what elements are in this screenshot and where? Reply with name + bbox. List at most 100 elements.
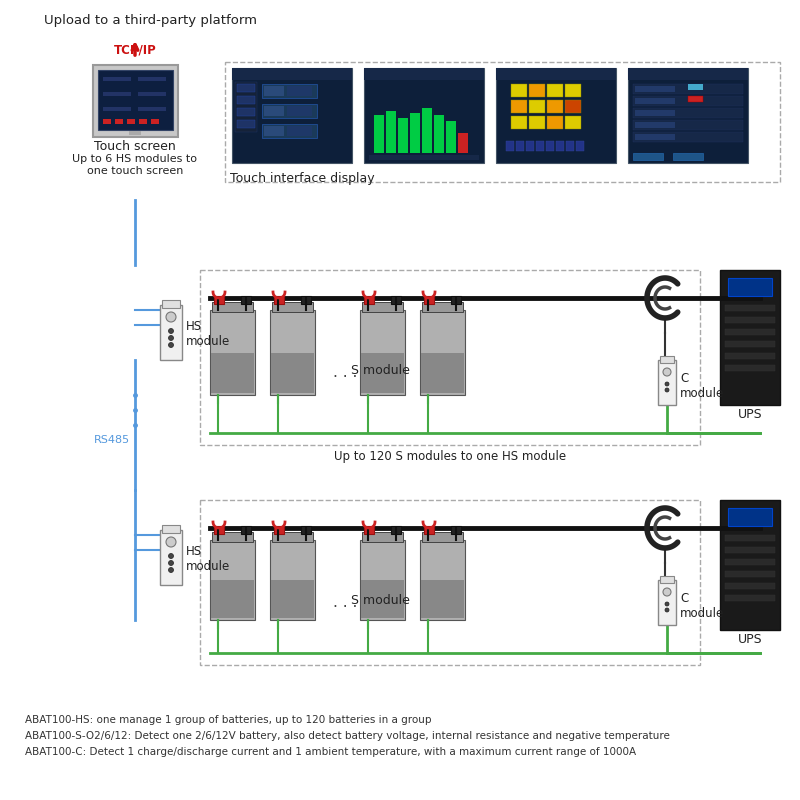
Bar — [633, 84, 743, 94]
Bar — [214, 526, 224, 534]
Bar — [241, 296, 251, 304]
Bar — [633, 132, 743, 142]
Circle shape — [665, 388, 669, 392]
Bar — [576, 141, 584, 151]
Circle shape — [665, 608, 669, 612]
Bar — [424, 296, 434, 304]
Bar — [212, 302, 253, 312]
Bar — [422, 108, 432, 153]
Circle shape — [169, 329, 174, 334]
Bar — [272, 302, 313, 312]
Bar — [725, 595, 775, 601]
Bar — [237, 84, 255, 92]
Bar — [235, 82, 257, 132]
Bar — [211, 353, 254, 394]
Bar — [720, 500, 780, 630]
Text: Up to 120 S modules to one HS module: Up to 120 S modules to one HS module — [334, 450, 566, 463]
Bar — [115, 119, 123, 124]
Bar — [127, 119, 135, 124]
Bar — [139, 119, 147, 124]
Bar — [369, 155, 479, 160]
Text: C
module: C module — [680, 372, 724, 400]
Text: Touch screen: Touch screen — [94, 140, 176, 153]
Text: · · ·: · · · — [333, 601, 357, 615]
Bar — [635, 134, 675, 140]
Bar — [271, 580, 314, 618]
Bar — [270, 540, 315, 620]
Bar — [458, 133, 468, 153]
Text: HS
module: HS module — [186, 545, 230, 573]
Text: ABAT100-HS: one manage 1 group of batteries, up to 120 batteries in a group: ABAT100-HS: one manage 1 group of batter… — [25, 715, 431, 725]
Bar — [262, 84, 317, 98]
Bar — [200, 270, 700, 445]
Bar — [635, 86, 675, 92]
Bar — [720, 270, 780, 405]
Bar — [547, 116, 563, 129]
Bar — [566, 141, 574, 151]
Bar — [529, 100, 545, 113]
Bar — [274, 296, 284, 304]
Bar — [98, 70, 173, 130]
Bar — [516, 141, 524, 151]
Bar — [422, 532, 463, 542]
Text: ABAT100-S-O2/6/12: Detect one 2/6/12V battery, also detect battery voltage, inte: ABAT100-S-O2/6/12: Detect one 2/6/12V ba… — [25, 731, 670, 741]
Circle shape — [169, 561, 174, 566]
Bar — [301, 296, 311, 304]
Bar — [529, 116, 545, 129]
Bar — [360, 540, 405, 620]
Bar — [547, 84, 563, 97]
Text: S module: S module — [350, 363, 410, 377]
Bar — [241, 526, 251, 534]
Bar — [725, 571, 775, 577]
Bar — [556, 141, 564, 151]
Bar — [434, 115, 444, 153]
Bar — [93, 65, 178, 137]
Bar — [673, 153, 703, 160]
Bar — [386, 111, 396, 153]
Bar — [103, 92, 131, 96]
Bar — [725, 535, 775, 541]
Bar — [264, 106, 284, 116]
Bar — [237, 108, 255, 116]
Bar — [725, 365, 775, 371]
Text: Up to 6 HS modules to
one touch screen: Up to 6 HS modules to one touch screen — [73, 154, 198, 176]
Bar — [660, 576, 674, 583]
Bar — [658, 360, 676, 405]
Bar — [361, 353, 404, 394]
Bar — [660, 356, 674, 363]
Bar — [362, 302, 403, 312]
Text: Upload to a third-party platform: Upload to a third-party platform — [43, 14, 257, 27]
Bar — [633, 96, 743, 106]
Circle shape — [169, 335, 174, 341]
Bar — [232, 68, 352, 80]
Bar — [129, 131, 141, 135]
Bar — [424, 526, 434, 534]
Bar — [103, 77, 131, 81]
Text: Touch interface display: Touch interface display — [230, 172, 374, 185]
Bar — [361, 580, 404, 618]
Bar — [103, 119, 111, 124]
Text: S module: S module — [350, 594, 410, 606]
Bar — [362, 532, 403, 542]
Bar — [536, 141, 544, 151]
Bar — [725, 583, 775, 589]
Bar — [725, 341, 775, 347]
Bar — [565, 116, 581, 129]
Circle shape — [663, 368, 671, 376]
Text: · · ·: · · · — [333, 370, 357, 386]
Bar — [658, 580, 676, 625]
Bar — [628, 68, 748, 163]
Text: HS
module: HS module — [186, 320, 230, 348]
Bar — [138, 107, 166, 111]
Bar — [628, 68, 748, 80]
Bar — [565, 100, 581, 113]
Bar — [391, 296, 401, 304]
Bar — [103, 107, 131, 111]
Bar — [635, 122, 675, 128]
Bar — [200, 500, 700, 665]
Bar — [728, 508, 772, 526]
Bar — [511, 84, 527, 97]
Bar — [237, 96, 255, 104]
Bar — [496, 68, 616, 163]
Text: UPS: UPS — [738, 633, 762, 646]
